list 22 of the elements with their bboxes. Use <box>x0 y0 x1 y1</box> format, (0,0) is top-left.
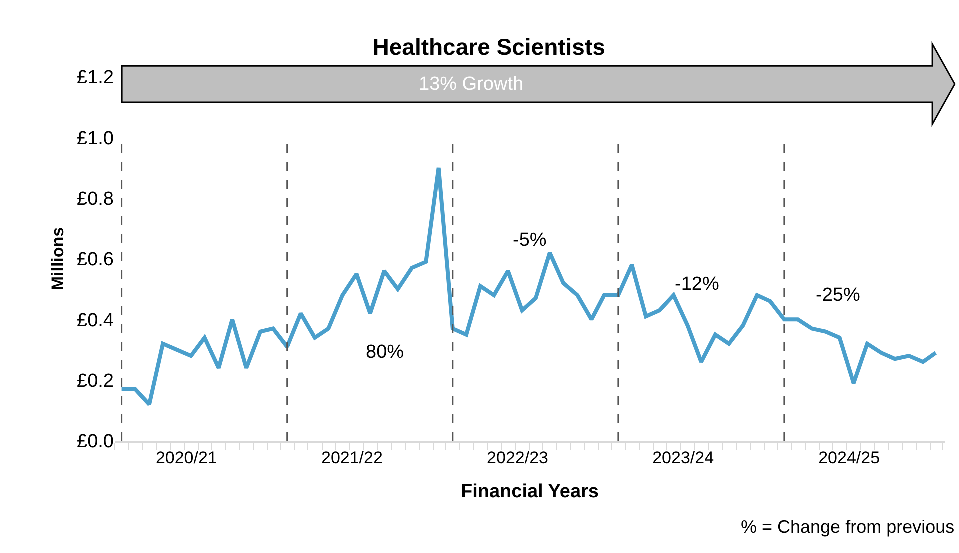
annotation: 13% Growth <box>419 74 524 95</box>
chart-title: Healthcare Scientists <box>372 34 606 60</box>
x-tick-label: 2021/22 <box>321 448 383 468</box>
x-tick-label: 2023/24 <box>652 448 714 468</box>
text: % = Change from previous <box>741 517 955 537</box>
y-axis-title: Millions <box>48 227 68 291</box>
line-series <box>120 166 938 407</box>
x-tick-label: 2024/25 <box>818 448 880 468</box>
y-tick-label: £0.2 <box>77 370 114 392</box>
y-tick-label: £0.6 <box>77 250 114 271</box>
y-tick-label: £0.4 <box>77 310 114 332</box>
annotation: -25% <box>816 285 860 306</box>
x-tick-label: 2022/23 <box>487 448 548 468</box>
y-tick-label: £0.0 <box>77 432 114 453</box>
x-axis-title: Financial Years <box>460 482 600 503</box>
y-tick-label: £1.2 <box>77 68 114 89</box>
x-tick-label: 2020/21 <box>156 448 218 468</box>
y-tick-label: £0.8 <box>77 188 114 210</box>
annotation: 80% <box>366 342 404 363</box>
y-tick-label: £1.0 <box>77 128 114 150</box>
annotation: -12% <box>675 274 720 295</box>
annotation: -5% <box>513 230 547 251</box>
